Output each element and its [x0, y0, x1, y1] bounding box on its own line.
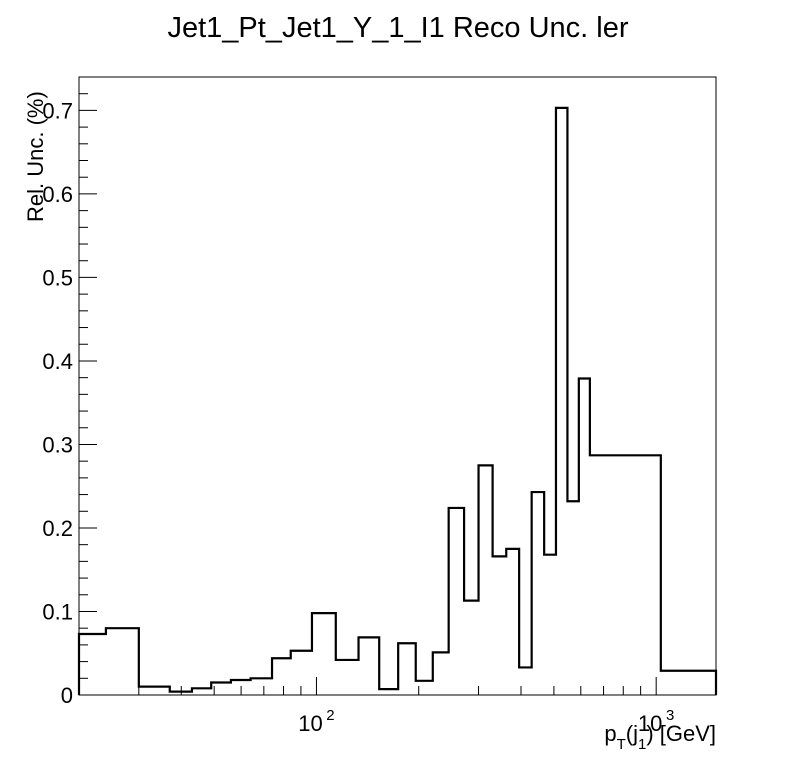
histogram-bin	[272, 658, 291, 695]
y-axis-label: Rel. Unc. (%)	[23, 91, 48, 222]
x-axis-label-end: ) [GeV]	[646, 721, 716, 746]
y-tick-label: 0.7	[42, 98, 73, 123]
histogram-bin	[506, 549, 519, 695]
histogram-bin	[544, 555, 556, 695]
x-axis-label: pT(j1) [GeV]	[604, 721, 716, 753]
histogram-bin	[479, 465, 493, 695]
histogram-bin	[359, 637, 380, 695]
histogram-bin	[641, 455, 651, 695]
y-tick-label: 0.2	[42, 516, 73, 541]
x-tick-label-exponent: 3	[666, 707, 674, 724]
x-tick-label-exponent: 2	[326, 707, 334, 724]
histogram-bin	[291, 651, 312, 695]
histogram-bin	[532, 492, 544, 695]
histogram-bin	[601, 455, 612, 695]
histogram-bin	[556, 108, 567, 695]
y-tick-label: 0.5	[42, 265, 73, 290]
histogram-bin	[211, 682, 231, 695]
histogram-bin	[449, 508, 464, 695]
histogram-bin	[336, 660, 359, 695]
histogram-bin	[379, 689, 398, 695]
histogram-bin	[106, 628, 139, 695]
histogram-bin	[231, 680, 251, 695]
histogram-bin	[493, 556, 507, 695]
x-tick-label: 10	[638, 711, 662, 736]
y-tick-label: 0.1	[42, 599, 73, 624]
histogram-bin	[251, 678, 272, 695]
x-axis: 10 2 10 3	[78, 677, 674, 736]
chart-title: Jet1_Pt_Jet1_Y_1_I1 Reco Unc. ler	[167, 12, 628, 44]
histogram-bin	[433, 652, 449, 695]
y-axis: 0 0.1 0.2 0.3 0.4 0.5 0.6 0.7	[42, 76, 97, 708]
x-axis-label-sub2: 1	[638, 736, 646, 753]
x-axis-label-main: p	[604, 721, 616, 746]
histogram-bin	[170, 692, 192, 695]
y-tick-label: 0.6	[42, 182, 73, 207]
x-tick-label: 10	[298, 711, 322, 736]
y-tick-label: 0.3	[42, 432, 73, 457]
y-tick-label: 0.4	[42, 349, 73, 374]
histogram-bin	[79, 634, 106, 695]
histogram-bin	[416, 681, 433, 695]
x-axis-label-sub1: T	[617, 736, 626, 753]
histogram-bin	[519, 667, 532, 695]
histogram-bin	[139, 687, 170, 695]
x-axis-label-mid: (j	[626, 721, 638, 746]
y-tick-label: 0	[61, 683, 73, 708]
histogram-bin	[192, 688, 211, 695]
histogram-bin	[579, 378, 590, 695]
histogram-bin	[464, 601, 478, 695]
histogram-bin	[651, 455, 661, 695]
plot-frame	[78, 76, 717, 696]
histogram-bin	[621, 455, 631, 695]
histogram-bin	[398, 643, 416, 695]
histogram-bin	[590, 455, 601, 695]
histogram-bin	[611, 455, 621, 695]
histogram-series	[77, 106, 718, 695]
histogram-bin	[661, 671, 716, 695]
histogram-bin	[567, 501, 578, 695]
histogram-bins	[79, 108, 716, 695]
histogram-bin	[632, 455, 642, 695]
histogram-bin	[312, 613, 336, 695]
